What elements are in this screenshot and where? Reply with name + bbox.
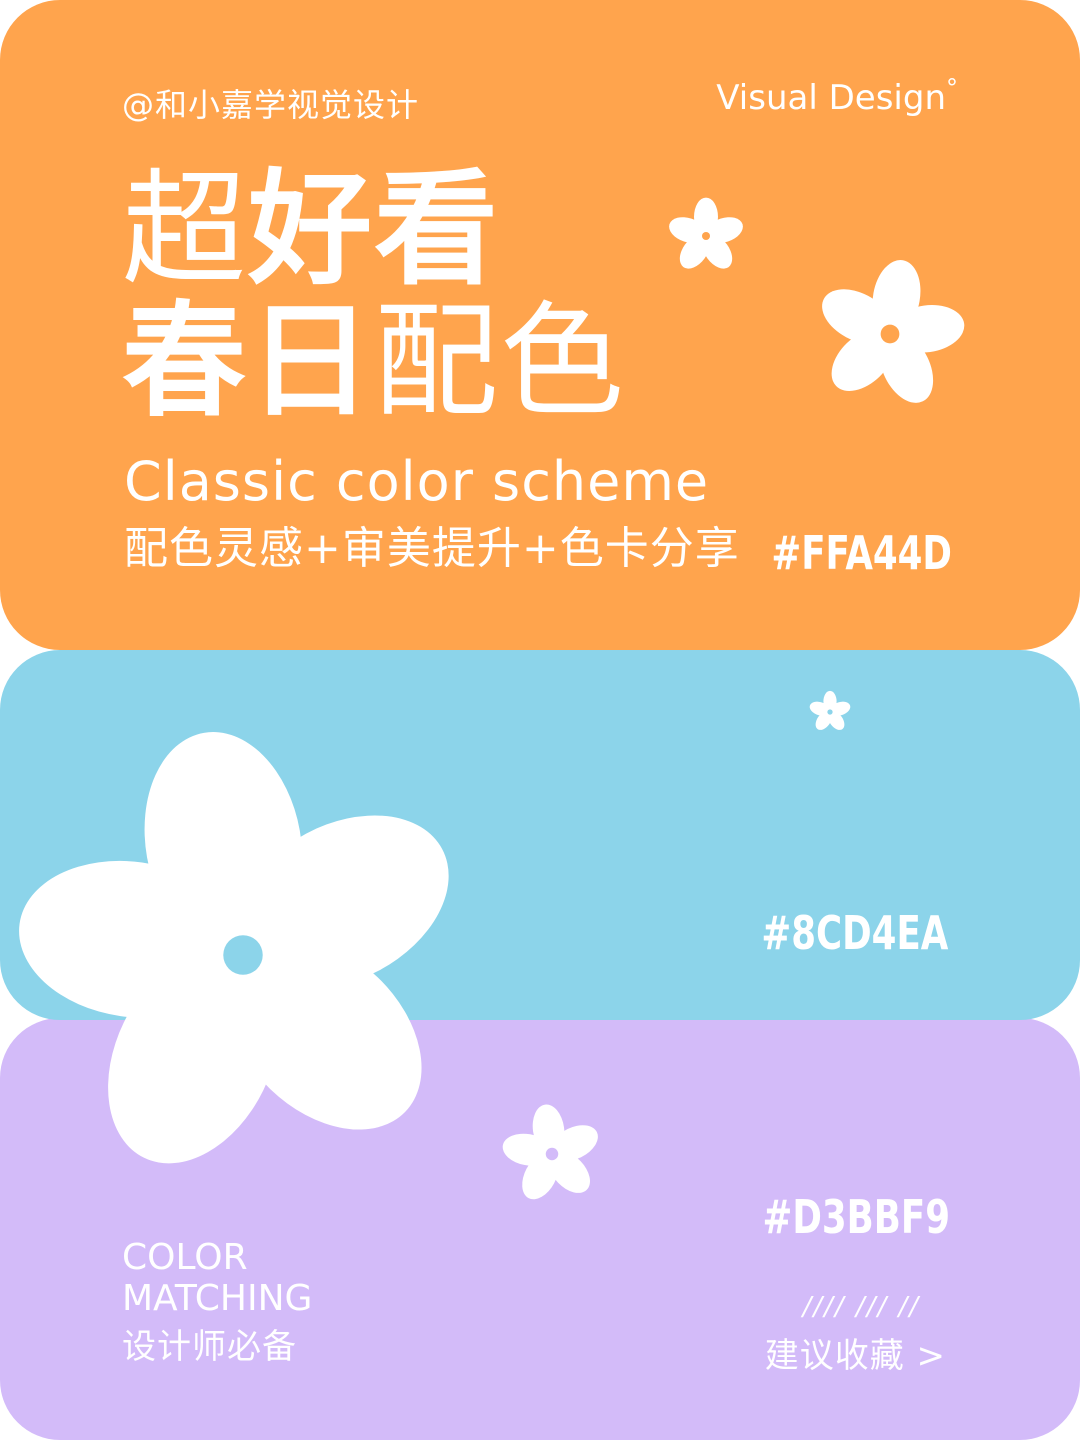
brand-label: Visual Design° <box>716 74 958 118</box>
color-matching-line-2: MATCHING <box>122 1278 313 1319</box>
title-light-1: 超 <box>122 158 249 302</box>
title-line-2: 春日配色 <box>122 300 626 424</box>
flower-icon <box>809 690 851 730</box>
author-handle: @和小嘉学视觉设计 <box>122 86 420 124</box>
subtitle-english: Classic color scheme <box>124 450 710 513</box>
decorative-slashes: //// /// // <box>802 1292 920 1322</box>
subtitle-chinese: 配色灵感+审美提升+色卡分享 <box>124 523 740 574</box>
hex-code-blue: #8CD4EA <box>761 906 948 960</box>
brand-mark: ° <box>946 74 958 102</box>
designer-essential: 设计师必备 <box>122 1327 297 1367</box>
color-matching-line-1: COLOR <box>122 1237 248 1278</box>
hex-code-purple: #D3BBF9 <box>762 1190 950 1244</box>
title-heavy-1: 好看 <box>248 158 501 302</box>
title-light-2: 配色 <box>374 290 627 434</box>
title-heavy-2: 春日 <box>122 290 375 434</box>
flower-icon <box>669 197 743 269</box>
flower-icon <box>822 260 965 403</box>
hex-code-orange: #FFA44D <box>771 526 952 580</box>
orange-color-card: @和小嘉学视觉设计 Visual Design° 超好看 春日配色 Classi… <box>0 0 1080 650</box>
brand-text: Visual Design <box>716 78 946 118</box>
title-line-1: 超好看 <box>122 168 500 292</box>
flower-icon <box>19 732 449 1164</box>
save-suggestion[interactable]: 建议收藏 > <box>764 1336 946 1376</box>
flower-icon <box>502 1104 598 1200</box>
